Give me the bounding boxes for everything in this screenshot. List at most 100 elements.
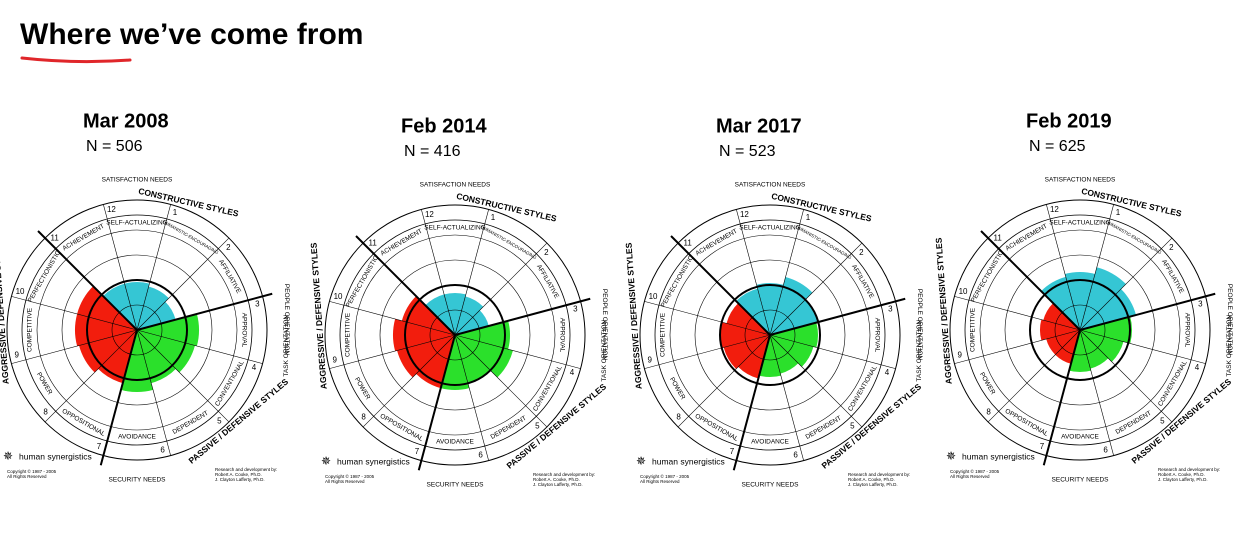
- style-name: AFFILIATIVE: [1160, 258, 1185, 295]
- style-name: AFFILIATIVE: [217, 258, 242, 295]
- copyright: Copyright © 1987 - 2005: [950, 468, 1000, 474]
- number-ring: [654, 219, 886, 451]
- style-name: PERFECTIONISTIC: [27, 249, 62, 303]
- spoke: [329, 334, 456, 369]
- style-wedge: [103, 283, 137, 330]
- style-name: HUMANISTIC-ENCOURAGING: [162, 219, 220, 255]
- style-name: SELF-ACTUALIZING: [739, 225, 800, 232]
- style-wedge: [770, 335, 814, 367]
- spoke: [644, 334, 771, 369]
- style-name: AVOIDANCE: [118, 434, 156, 441]
- style-number: 4: [252, 363, 257, 372]
- number-ring: [964, 214, 1196, 446]
- style-number: 1: [491, 213, 496, 222]
- style-wedge: [393, 318, 455, 352]
- circumplex: HUMANISTIC-ENCOURAGING 1 AFFILIATIVE 2 APPRO…: [308, 182, 608, 489]
- style-number: 5: [1160, 417, 1165, 426]
- style-wedge: [455, 296, 484, 335]
- group-divider: [732, 334, 771, 471]
- credit: Research and development by:: [848, 472, 910, 477]
- style-number: 2: [1169, 243, 1174, 252]
- style-wedge: [455, 320, 510, 350]
- spoke: [11, 329, 138, 364]
- outer-ring: [6, 199, 268, 461]
- logo-mark: ✵: [3, 449, 13, 463]
- style-number: 12: [1050, 205, 1059, 214]
- spoke: [954, 296, 1081, 331]
- style-wedge: [756, 283, 784, 335]
- credit: Research and development by:: [1158, 467, 1220, 472]
- spoke: [644, 301, 771, 336]
- style-number: 4: [570, 368, 575, 377]
- logo: human synergistics: [337, 456, 410, 466]
- spoke: [954, 329, 1081, 364]
- style-name: AVOIDANCE: [751, 439, 789, 446]
- group-label: CONSTRUCTIVE STYLES: [455, 191, 557, 224]
- style-number: 2: [544, 248, 549, 257]
- credit: Robert A. Cooke, Ph.D.: [215, 472, 262, 477]
- style-wedge: [738, 335, 770, 379]
- style-number: 3: [573, 305, 578, 314]
- style-number: 2: [859, 248, 864, 257]
- style-number: 4: [885, 368, 890, 377]
- spoke: [1079, 329, 1206, 364]
- logo: human synergistics: [962, 451, 1035, 461]
- group-label: AGGRESSIVE / DEFENSIVE STYLES: [308, 242, 328, 390]
- chart-title: Mar 2008: [83, 110, 169, 132]
- style-wedge: [1069, 330, 1091, 372]
- logo: human synergistics: [19, 451, 92, 461]
- credit: Research and development by:: [215, 467, 277, 472]
- style-number: 3: [888, 305, 893, 314]
- spoke: [987, 329, 1081, 423]
- style-name: PERFECTIONISTIC: [345, 254, 380, 308]
- style-number: 5: [850, 422, 855, 431]
- style-wedge: [759, 335, 781, 377]
- style-wedge: [444, 293, 466, 335]
- style-name: POWER: [353, 376, 371, 401]
- spoke: [136, 329, 230, 423]
- style-wedge: [137, 313, 199, 347]
- spoke: [736, 209, 771, 336]
- copyright: All Rights Reserved: [950, 474, 990, 479]
- style-name: AFFILIATIVE: [535, 263, 560, 300]
- group-divider: [1079, 292, 1216, 331]
- style-number: 10: [16, 287, 25, 296]
- spoke: [44, 329, 138, 423]
- group-label: PASSIVE / DEFENSIVE STYLES: [505, 381, 609, 470]
- spoke: [769, 242, 863, 336]
- group-label: CONSTRUCTIVE STYLES: [770, 191, 872, 224]
- style-wedge: [77, 286, 137, 330]
- group-divider: [37, 230, 138, 331]
- style-wedge: [723, 335, 770, 369]
- outer-ring: [949, 199, 1211, 461]
- chart-subtitle: N = 416: [404, 143, 461, 160]
- style-number: 12: [107, 205, 116, 214]
- grid-ring: [1054, 304, 1106, 356]
- grid-ring: [429, 309, 481, 361]
- group-divider: [1042, 329, 1081, 466]
- style-name: PERFECTIONISTIC: [970, 249, 1005, 303]
- style-number: 11: [684, 239, 693, 248]
- style-name: POWER: [35, 371, 53, 396]
- credit: J. Clayton Lafferty, Ph.D.: [1158, 477, 1208, 482]
- grid-ring: [669, 234, 871, 436]
- style-name: COMPETITIVE: [660, 312, 667, 357]
- style-wedge: [1064, 272, 1096, 330]
- style-number: 7: [97, 442, 102, 451]
- group-label: PASSIVE / DEFENSIVE STYLES: [820, 381, 924, 470]
- spoke: [329, 301, 456, 336]
- group-label: AGGRESSIVE / DEFENSIVE STYLES: [0, 237, 11, 385]
- style-wedge: [137, 330, 195, 373]
- style-wedge: [120, 330, 154, 392]
- spoke: [454, 334, 548, 428]
- chart-subtitle: N = 523: [719, 143, 776, 160]
- style-number: 8: [43, 407, 48, 416]
- spoke: [1079, 204, 1114, 331]
- style-number: 6: [160, 445, 165, 454]
- style-number: 9: [647, 356, 652, 365]
- spoke: [136, 329, 171, 456]
- outer-ring: [324, 204, 586, 466]
- style-name: SELF-ACTUALIZING: [424, 225, 485, 232]
- chart-title: Mar 2017: [716, 115, 802, 137]
- copyright: Copyright © 1987 - 2005: [7, 468, 57, 474]
